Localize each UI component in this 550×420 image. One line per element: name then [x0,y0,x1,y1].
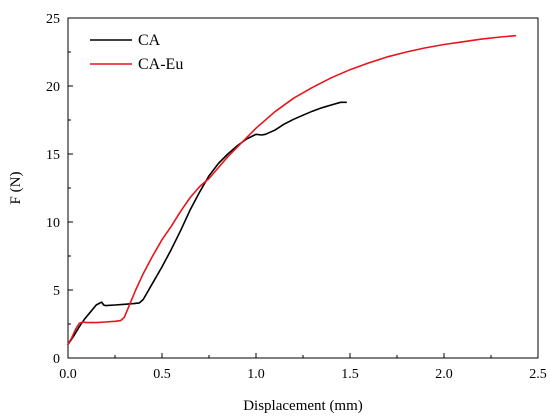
x-tick-label: 1.5 [341,367,359,382]
legend-label-ca: CA [138,32,161,49]
y-axis-ticks: 0 5 10 15 20 25 [46,12,73,367]
y-tick-label: 10 [46,216,60,231]
legend-label-ca-eu: CA-Eu [138,56,183,73]
series-lines [67,34,517,346]
y-axis-title: F (N) [8,172,24,205]
x-tick-label: 0.5 [153,367,171,382]
x-tick-label: 2.5 [529,367,547,382]
y-tick-label: 25 [46,12,60,27]
y-tick-label: 20 [46,80,60,95]
x-tick-label: 0.0 [59,367,77,382]
x-axis-title: Displacement (mm) [243,398,363,414]
series-line-ca-eu [67,34,517,346]
legend: CA CA-Eu [90,32,183,73]
plot-area: 0.0 0.5 1.0 1.5 2.0 2.5 0 5 10 15 20 25 [46,12,547,382]
x-tick-label: 1.0 [247,367,265,382]
series-line-ca [67,101,348,346]
x-tick-label: 2.0 [435,367,453,382]
y-tick-label: 15 [46,148,60,163]
x-axis-ticks: 0.0 0.5 1.0 1.5 2.0 2.5 [59,353,547,382]
y-tick-label: 5 [53,284,60,299]
y-tick-label: 0 [53,352,60,367]
